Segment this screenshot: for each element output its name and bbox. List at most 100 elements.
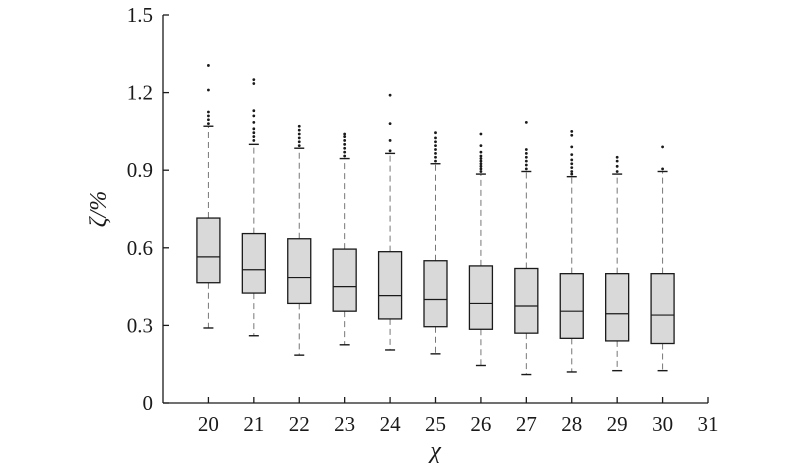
axis-ticks: 0 0.3 0.6 0.9 1.2 1.5 20 21 22 23 24 25 26 27 28 29 30 31	[127, 3, 719, 436]
outlier-point	[388, 139, 392, 142]
outlier-point	[252, 109, 256, 113]
outlier-point	[524, 151, 528, 155]
outlier-point	[570, 158, 574, 162]
outlier-point	[479, 154, 483, 158]
outlier-point	[343, 135, 347, 138]
outlier-point	[479, 167, 483, 171]
box-group	[241, 78, 266, 337]
outlier-point	[615, 170, 619, 173]
outlier-point	[524, 120, 528, 124]
box-group	[605, 155, 630, 372]
outlier-point	[570, 172, 574, 176]
outlier-point	[343, 150, 347, 154]
x-tick-label: 27	[516, 412, 537, 436]
outlier-point	[615, 164, 619, 168]
outlier-point	[252, 78, 256, 82]
outlier-point	[207, 122, 210, 126]
outlier-point	[297, 124, 301, 128]
box-group	[514, 120, 539, 376]
outlier-point	[524, 159, 528, 163]
outlier-point	[570, 162, 574, 166]
outlier-point	[252, 114, 256, 118]
outlier-point	[343, 154, 347, 158]
outlier-point	[252, 131, 256, 135]
outlier-point	[524, 167, 528, 171]
x-tick-label: 31	[698, 412, 719, 436]
outlier-point	[207, 114, 210, 118]
outlier-point	[343, 142, 347, 146]
box-iqr	[332, 248, 357, 312]
outlier-point	[479, 162, 483, 166]
x-tick-label: 28	[561, 412, 582, 436]
outlier-point	[343, 139, 347, 142]
outlier-point	[434, 159, 437, 163]
outlier-point	[252, 127, 256, 131]
outlier-point	[252, 139, 256, 142]
outlier-point	[524, 148, 528, 151]
outlier-point	[434, 148, 437, 151]
box-group	[468, 132, 494, 367]
outlier-point	[570, 133, 574, 137]
outlier-point	[297, 144, 301, 148]
box-iqr	[650, 273, 675, 345]
outlier-point	[207, 64, 210, 67]
x-tick-label: 21	[243, 412, 264, 436]
x-tick-label: 26	[470, 412, 491, 436]
outlier-point	[479, 150, 483, 154]
outlier-point	[388, 93, 392, 97]
outlier-point	[343, 146, 347, 150]
x-tick-label: 30	[652, 412, 673, 436]
outlier-point	[434, 140, 437, 144]
outlier-point	[434, 155, 437, 159]
outlier-point	[388, 149, 392, 153]
outlier-point	[479, 132, 483, 136]
box-iqr	[423, 260, 448, 328]
outlier-point	[207, 110, 210, 114]
outlier-point	[297, 140, 301, 144]
box-iqr	[514, 267, 539, 334]
outlier-point	[207, 118, 210, 122]
outlier-point	[570, 170, 574, 173]
y-axis-title: ζ/%	[86, 191, 112, 227]
outlier-point	[297, 136, 301, 140]
outlier-point	[570, 153, 574, 157]
outlier-point	[570, 130, 574, 133]
outlier-point	[615, 159, 619, 163]
outlier-point	[615, 155, 619, 159]
outlier-point	[252, 82, 256, 85]
outlier-point	[207, 88, 210, 92]
box-iqr	[559, 273, 584, 339]
box-iqr	[468, 265, 494, 330]
x-axis-title: χ	[428, 438, 442, 464]
outlier-point	[434, 131, 437, 135]
y-tick-label: 0.9	[127, 158, 153, 182]
outlier-point	[252, 135, 256, 138]
outlier-point	[479, 157, 483, 160]
outlier-point	[524, 155, 528, 159]
box-group	[332, 132, 357, 346]
box-group	[423, 131, 448, 355]
y-tick-label: 0.6	[127, 236, 153, 260]
outlier-point	[434, 136, 437, 140]
box-iqr	[287, 238, 312, 305]
box-iqr	[241, 232, 266, 294]
box-iqr	[605, 273, 630, 342]
box-iqr	[377, 251, 403, 320]
outlier-point	[479, 144, 483, 148]
outlier-point	[479, 164, 483, 168]
box-group	[287, 124, 312, 356]
outlier-point	[252, 120, 256, 124]
outlier-point	[343, 132, 347, 136]
x-tick-label: 23	[334, 412, 355, 436]
y-tick-label: 1.5	[127, 3, 153, 27]
outlier-point	[524, 163, 528, 167]
outlier-point	[479, 159, 483, 163]
x-tick-label: 24	[380, 412, 402, 436]
x-tick-label: 25	[425, 412, 446, 436]
box-group	[650, 145, 675, 372]
outlier-point	[388, 122, 392, 126]
outlier-point	[570, 145, 574, 149]
box-group	[196, 64, 221, 329]
box-group	[377, 93, 403, 351]
